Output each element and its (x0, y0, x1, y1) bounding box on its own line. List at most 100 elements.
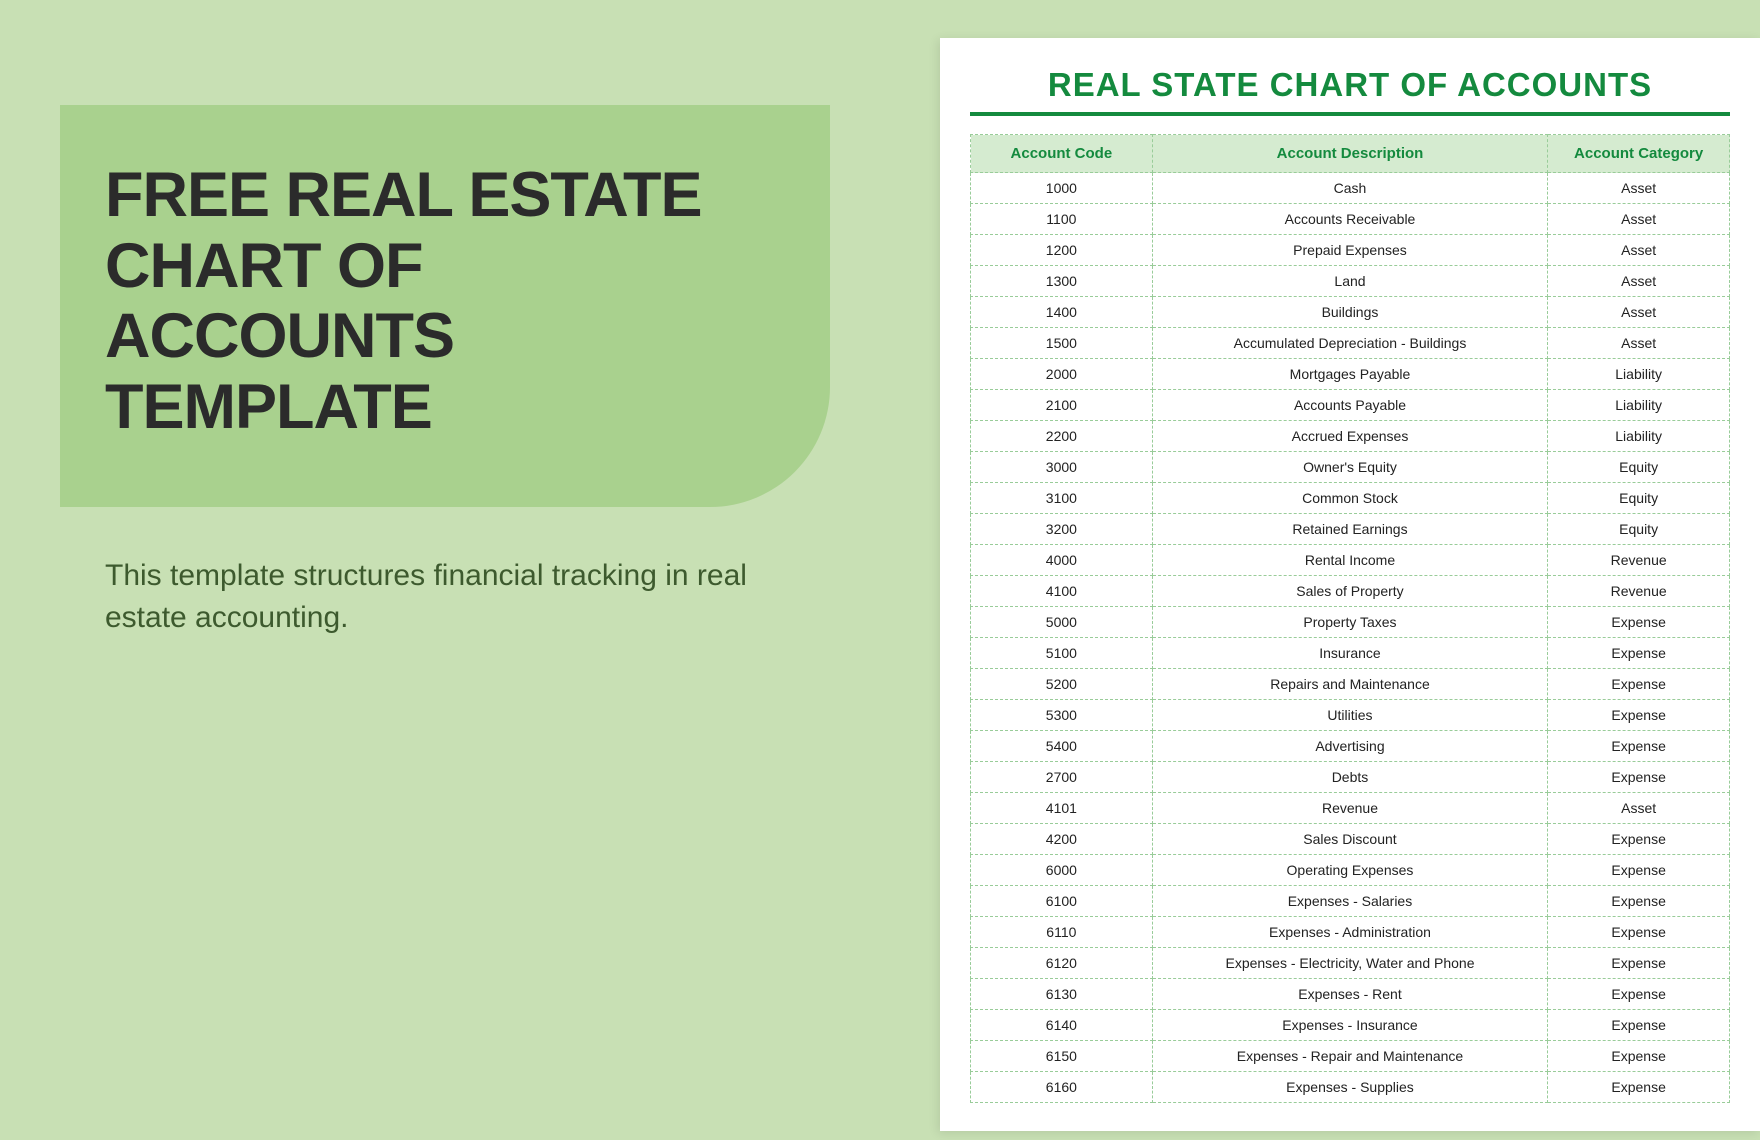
cell-code: 4200 (971, 824, 1153, 855)
cell-category: Liability (1548, 359, 1730, 390)
table-row: 4100Sales of PropertyRevenue (971, 576, 1730, 607)
cell-description: Accounts Payable (1152, 390, 1548, 421)
cell-category: Asset (1548, 204, 1730, 235)
cell-category: Expense (1548, 731, 1730, 762)
table-row: 5000Property TaxesExpense (971, 607, 1730, 638)
cell-category: Expense (1548, 1072, 1730, 1103)
cell-category: Expense (1548, 669, 1730, 700)
table-row: 6160Expenses - SuppliesExpense (971, 1072, 1730, 1103)
cell-category: Equity (1548, 514, 1730, 545)
table-row: 6130Expenses - RentExpense (971, 979, 1730, 1010)
cell-code: 1500 (971, 328, 1153, 359)
cell-category: Expense (1548, 1041, 1730, 1072)
cell-description: Expenses - Repair and Maintenance (1152, 1041, 1548, 1072)
col-header-category: Account Category (1548, 135, 1730, 173)
cell-description: Expenses - Salaries (1152, 886, 1548, 917)
left-panel: FREE REAL ESTATE CHART OF ACCOUNTS TEMPL… (60, 105, 840, 639)
table-row: 3000Owner's EquityEquity (971, 452, 1730, 483)
cell-category: Asset (1548, 793, 1730, 824)
cell-category: Expense (1548, 762, 1730, 793)
col-header-description: Account Description (1152, 135, 1548, 173)
cell-description: Expenses - Administration (1152, 917, 1548, 948)
cell-description: Accounts Receivable (1152, 204, 1548, 235)
cell-description: Revenue (1152, 793, 1548, 824)
cell-code: 5200 (971, 669, 1153, 700)
cell-description: Buildings (1152, 297, 1548, 328)
table-body: 1000CashAsset1100Accounts ReceivableAsse… (971, 173, 1730, 1103)
table-row: 6100Expenses - SalariesExpense (971, 886, 1730, 917)
cell-description: Mortgages Payable (1152, 359, 1548, 390)
cell-code: 1200 (971, 235, 1153, 266)
table-row: 5400AdvertisingExpense (971, 731, 1730, 762)
cell-code: 4101 (971, 793, 1153, 824)
cell-code: 6130 (971, 979, 1153, 1010)
table-row: 5200Repairs and MaintenanceExpense (971, 669, 1730, 700)
cell-description: Sales of Property (1152, 576, 1548, 607)
cell-description: Insurance (1152, 638, 1548, 669)
cell-category: Expense (1548, 700, 1730, 731)
cell-code: 6150 (971, 1041, 1153, 1072)
cell-code: 2200 (971, 421, 1153, 452)
table-row: 6150Expenses - Repair and MaintenanceExp… (971, 1041, 1730, 1072)
table-row: 3200Retained EarningsEquity (971, 514, 1730, 545)
cell-description: Sales Discount (1152, 824, 1548, 855)
table-row: 2000Mortgages PayableLiability (971, 359, 1730, 390)
table-row: 3100Common StockEquity (971, 483, 1730, 514)
cell-code: 6160 (971, 1072, 1153, 1103)
cell-description: Expenses - Supplies (1152, 1072, 1548, 1103)
cell-code: 3000 (971, 452, 1153, 483)
table-row: 4000Rental IncomeRevenue (971, 545, 1730, 576)
title-card: FREE REAL ESTATE CHART OF ACCOUNTS TEMPL… (60, 105, 830, 507)
table-header-row: Account Code Account Description Account… (971, 135, 1730, 173)
table-row: 5100InsuranceExpense (971, 638, 1730, 669)
cell-code: 3100 (971, 483, 1153, 514)
cell-description: Repairs and Maintenance (1152, 669, 1548, 700)
col-header-code: Account Code (971, 135, 1153, 173)
cell-code: 6120 (971, 948, 1153, 979)
table-row: 6110Expenses - AdministrationExpense (971, 917, 1730, 948)
cell-category: Liability (1548, 421, 1730, 452)
document-title: REAL STATE CHART OF ACCOUNTS (970, 66, 1730, 104)
table-row: 6000Operating ExpensesExpense (971, 855, 1730, 886)
table-row: 1200Prepaid ExpensesAsset (971, 235, 1730, 266)
cell-description: Utilities (1152, 700, 1548, 731)
cell-code: 6140 (971, 1010, 1153, 1041)
table-row: 4101RevenueAsset (971, 793, 1730, 824)
cell-code: 5400 (971, 731, 1153, 762)
cell-category: Expense (1548, 886, 1730, 917)
page-subtitle: This template structures financial track… (60, 555, 760, 639)
cell-code: 1000 (971, 173, 1153, 204)
document-preview: REAL STATE CHART OF ACCOUNTS Account Cod… (940, 38, 1760, 1131)
cell-description: Operating Expenses (1152, 855, 1548, 886)
page-title: FREE REAL ESTATE CHART OF ACCOUNTS TEMPL… (105, 160, 785, 442)
table-row: 2100Accounts PayableLiability (971, 390, 1730, 421)
cell-code: 2000 (971, 359, 1153, 390)
cell-category: Asset (1548, 328, 1730, 359)
cell-code: 2700 (971, 762, 1153, 793)
table-row: 1300LandAsset (971, 266, 1730, 297)
cell-category: Expense (1548, 1010, 1730, 1041)
cell-category: Equity (1548, 452, 1730, 483)
table-row: 2200Accrued ExpensesLiability (971, 421, 1730, 452)
table-row: 5300UtilitiesExpense (971, 700, 1730, 731)
cell-category: Expense (1548, 979, 1730, 1010)
cell-code: 6000 (971, 855, 1153, 886)
cell-category: Equity (1548, 483, 1730, 514)
document-title-underline (970, 112, 1730, 116)
cell-description: Retained Earnings (1152, 514, 1548, 545)
cell-category: Asset (1548, 173, 1730, 204)
cell-code: 6110 (971, 917, 1153, 948)
cell-category: Expense (1548, 607, 1730, 638)
accounts-table: Account Code Account Description Account… (970, 134, 1730, 1103)
cell-code: 4100 (971, 576, 1153, 607)
cell-code: 6100 (971, 886, 1153, 917)
table-row: 1100Accounts ReceivableAsset (971, 204, 1730, 235)
table-row: 2700DebtsExpense (971, 762, 1730, 793)
cell-code: 4000 (971, 545, 1153, 576)
cell-description: Common Stock (1152, 483, 1548, 514)
cell-description: Advertising (1152, 731, 1548, 762)
cell-category: Expense (1548, 638, 1730, 669)
cell-description: Accrued Expenses (1152, 421, 1548, 452)
cell-category: Asset (1548, 297, 1730, 328)
cell-description: Debts (1152, 762, 1548, 793)
